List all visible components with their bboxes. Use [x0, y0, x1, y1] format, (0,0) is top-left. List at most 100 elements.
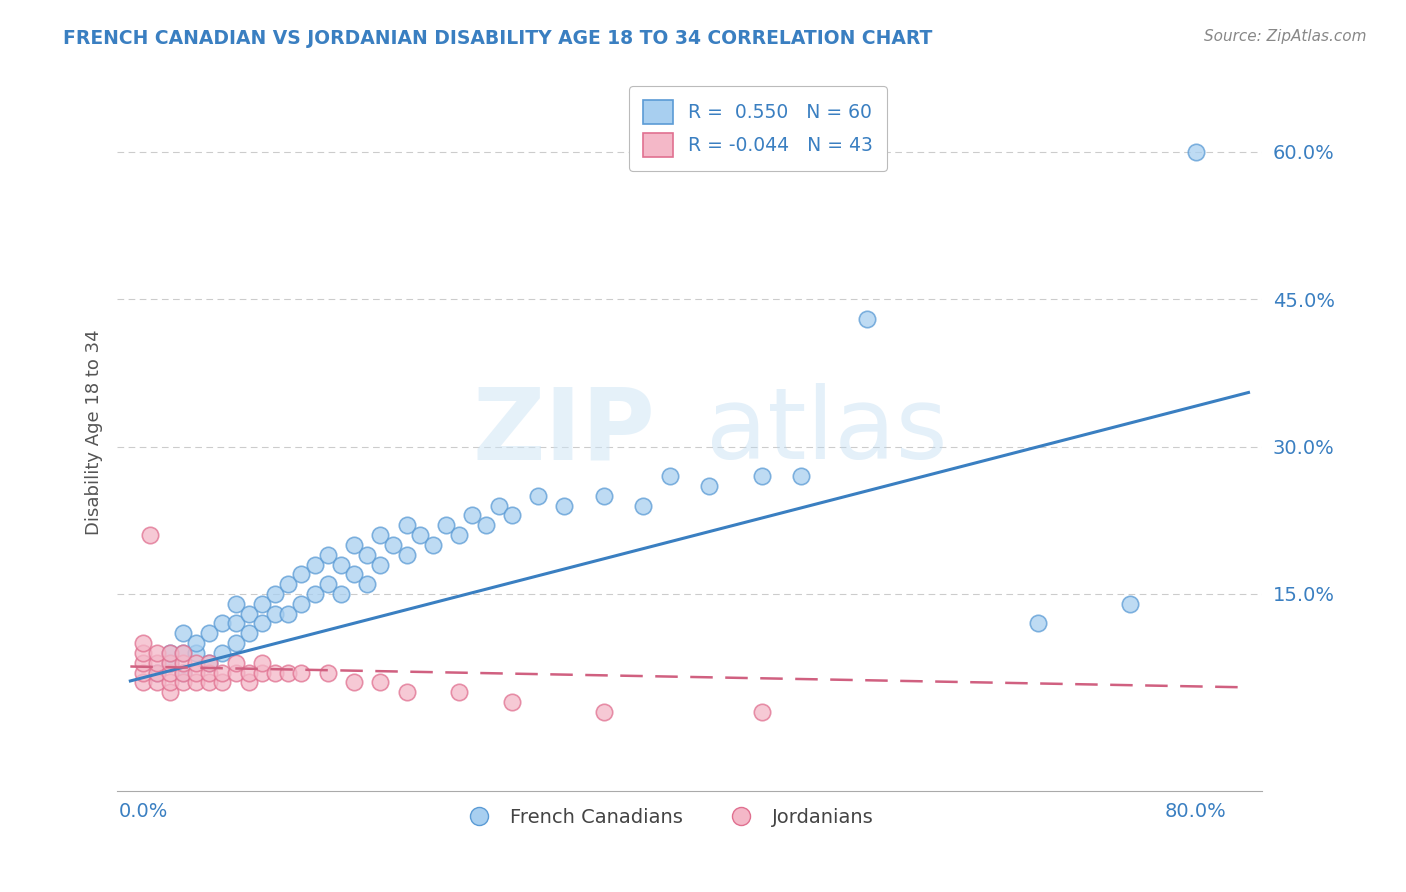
Point [751, 705, 773, 719]
Point [198, 626, 221, 640]
Point [172, 665, 194, 680]
Point [329, 558, 352, 572]
Point [159, 665, 181, 680]
Point [264, 665, 287, 680]
Point [434, 518, 457, 533]
Point [159, 656, 181, 670]
Point [290, 665, 312, 680]
Point [198, 656, 221, 670]
Point [449, 528, 471, 542]
Point [790, 469, 813, 483]
Point [159, 656, 181, 670]
Point [633, 499, 655, 513]
Point [184, 675, 207, 690]
Point [356, 548, 378, 562]
Point [264, 587, 287, 601]
Point [172, 675, 194, 690]
Point [145, 675, 167, 690]
Point [461, 508, 484, 523]
Text: ZIP: ZIP [472, 384, 655, 480]
Point [172, 626, 194, 640]
Point [250, 656, 273, 670]
Point [304, 587, 326, 601]
Point [264, 607, 287, 621]
Point [1119, 597, 1142, 611]
Point [593, 489, 616, 503]
Point [225, 636, 247, 650]
Point [225, 616, 247, 631]
Point [184, 646, 207, 660]
Point [382, 538, 405, 552]
Point [250, 616, 273, 631]
Point [145, 646, 167, 660]
Point [132, 646, 155, 660]
Text: FRENCH CANADIAN VS JORDANIAN DISABILITY AGE 18 TO 34 CORRELATION CHART: FRENCH CANADIAN VS JORDANIAN DISABILITY … [63, 29, 932, 47]
Point [395, 548, 418, 562]
Point [368, 675, 391, 690]
Point [145, 665, 167, 680]
Point [250, 665, 273, 680]
Text: atlas: atlas [706, 384, 948, 480]
Point [356, 577, 378, 591]
Point [198, 665, 221, 680]
Point [132, 665, 155, 680]
Point [501, 508, 523, 523]
Point [211, 646, 233, 660]
Point [238, 607, 260, 621]
Point [277, 665, 299, 680]
Legend: French Canadians, Jordanians: French Canadians, Jordanians [451, 800, 882, 835]
Point [172, 665, 194, 680]
Point [409, 528, 432, 542]
Point [198, 656, 221, 670]
Text: Source: ZipAtlas.com: Source: ZipAtlas.com [1204, 29, 1367, 44]
Point [145, 665, 167, 680]
Point [395, 685, 418, 699]
Point [751, 469, 773, 483]
Point [277, 607, 299, 621]
Point [343, 567, 366, 582]
Point [184, 665, 207, 680]
Point [225, 665, 247, 680]
Point [527, 489, 550, 503]
Point [132, 636, 155, 650]
Point [159, 675, 181, 690]
Point [343, 538, 366, 552]
Point [1026, 616, 1049, 631]
Point [225, 656, 247, 670]
Point [198, 675, 221, 690]
Y-axis label: Disability Age 18 to 34: Disability Age 18 to 34 [86, 329, 103, 534]
Point [184, 636, 207, 650]
Point [290, 597, 312, 611]
Point [172, 646, 194, 660]
Point [238, 626, 260, 640]
Point [422, 538, 444, 552]
Point [329, 587, 352, 601]
Point [184, 656, 207, 670]
Point [159, 685, 181, 699]
Point [145, 656, 167, 670]
Point [593, 705, 616, 719]
Point [290, 567, 312, 582]
Point [395, 518, 418, 533]
Point [225, 597, 247, 611]
Point [316, 577, 339, 591]
Point [501, 695, 523, 709]
Point [211, 675, 233, 690]
Point [316, 548, 339, 562]
Point [316, 665, 339, 680]
Point [211, 616, 233, 631]
Point [658, 469, 681, 483]
Point [277, 577, 299, 591]
Point [697, 479, 720, 493]
Point [172, 646, 194, 660]
Point [250, 597, 273, 611]
Point [159, 646, 181, 660]
Point [449, 685, 471, 699]
Point [238, 665, 260, 680]
Point [368, 558, 391, 572]
Point [132, 656, 155, 670]
Point [1185, 145, 1208, 159]
Point [856, 311, 879, 326]
Point [172, 656, 194, 670]
Point [368, 528, 391, 542]
